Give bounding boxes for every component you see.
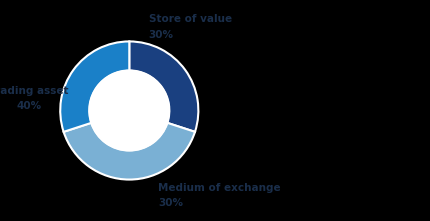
Wedge shape	[64, 123, 194, 179]
Text: 40%: 40%	[17, 101, 42, 111]
Circle shape	[89, 70, 169, 151]
Text: 30%: 30%	[158, 198, 183, 208]
Text: Store of value: Store of value	[148, 14, 231, 24]
Text: Trading asset: Trading asset	[0, 86, 69, 96]
Text: Medium of exchange: Medium of exchange	[158, 183, 280, 193]
Wedge shape	[129, 41, 198, 132]
Text: 30%: 30%	[148, 30, 173, 40]
Wedge shape	[60, 41, 129, 132]
